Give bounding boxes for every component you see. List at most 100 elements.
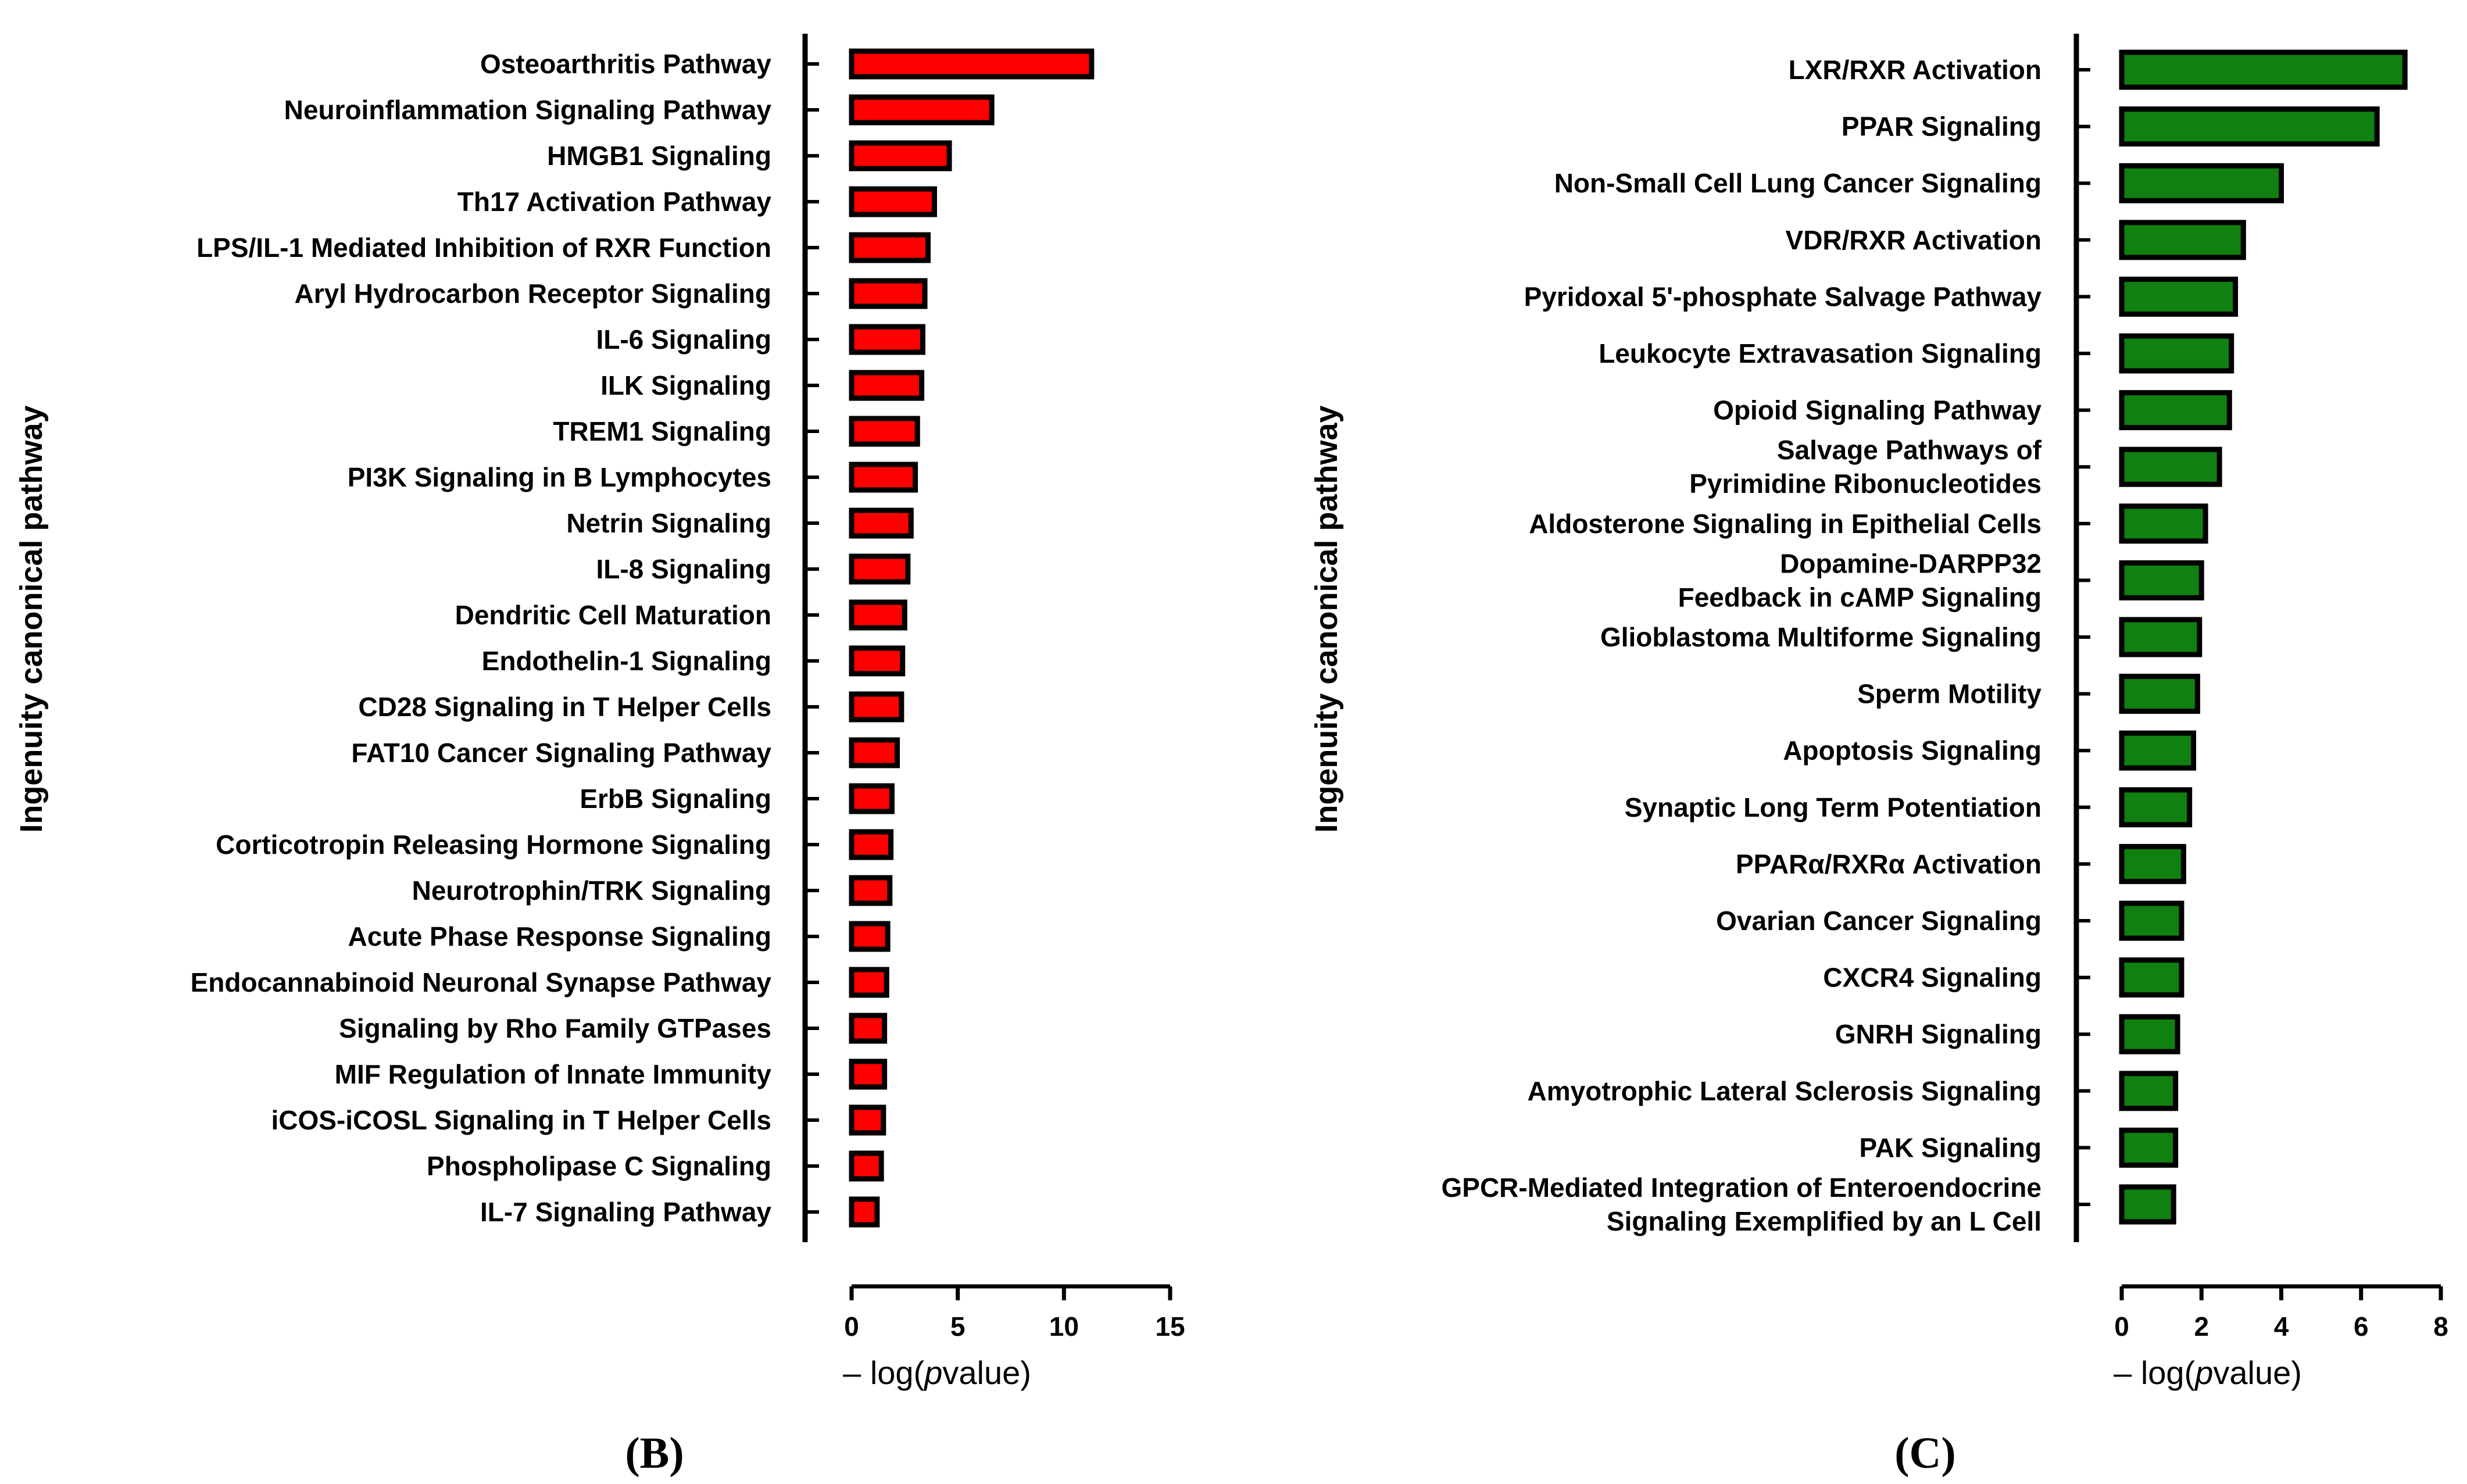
bar — [849, 186, 937, 217]
bar — [849, 462, 918, 493]
chart-panel-1: LXR/RXR Activation PPAR Signaling Non-Smal… — [1309, 34, 2448, 1478]
category-label: Non-Small Cell Lung Cancer Signaling — [1554, 168, 2041, 198]
value-tick-label: 0 — [844, 1311, 859, 1342]
category-label: FAT10 Cancer Signaling Pathway — [351, 738, 771, 768]
category-label: Synaptic Long Term Potentiation — [1625, 792, 2041, 823]
bar — [2119, 106, 2380, 147]
bar — [849, 370, 925, 401]
bar — [2119, 163, 2284, 203]
bar — [849, 94, 995, 126]
bar — [849, 1104, 886, 1136]
category-label: iCOS-iCOSL Signaling in T Helper Cells — [271, 1105, 771, 1135]
category-label: IL-6 Signaling — [596, 324, 771, 355]
bar — [849, 1196, 880, 1228]
value-tick-label: 8 — [2433, 1311, 2448, 1342]
y-axis-title: Ingenuity canonical pathway — [14, 405, 49, 832]
category-label: Neurotrophin/TRK Signaling — [412, 875, 771, 906]
category-label: VDR/RXR Activation — [1786, 225, 2041, 255]
bar — [2119, 1071, 2179, 1111]
bar — [2119, 843, 2186, 884]
bar — [2119, 49, 2408, 90]
bar — [2119, 674, 2200, 714]
category-label: Phospholipase C Signaling — [427, 1151, 771, 1181]
value-tick-label: 10 — [1049, 1311, 1079, 1342]
bar — [849, 416, 920, 447]
category-label: PAK Signaling — [1860, 1132, 2042, 1163]
category-label: Dopamine-DARPP32 Feedback in cAMP Signali… — [1678, 548, 2041, 612]
x-axis-title: – log(pvalue) — [2114, 1354, 2302, 1391]
bar — [849, 507, 914, 539]
value-tick-label: 6 — [2354, 1311, 2369, 1342]
category-label: GPCR-Mediated Integration of Enteroendoc… — [1441, 1172, 2041, 1236]
category-label: Netrin Signaling — [566, 508, 771, 538]
bar — [849, 645, 906, 677]
category-label: Amyotrophic Lateral Sclerosis Signaling — [1528, 1076, 2041, 1106]
category-label: PI3K Signaling in B Lymphocytes — [348, 462, 771, 492]
category-label: Endocannabinoid Neuronal Synapse Pathway — [191, 967, 772, 997]
chart-panel-0: Osteoarthritis Pathway Neuroinflammation … — [14, 34, 1185, 1478]
bar — [849, 921, 891, 952]
bar — [849, 875, 893, 906]
value-tick-label: 4 — [2274, 1311, 2289, 1342]
category-label: Neuroinflammation Signaling Pathway — [284, 95, 772, 125]
bar — [849, 48, 1095, 80]
bar — [849, 967, 889, 998]
bar — [2119, 1184, 2176, 1225]
bar — [849, 324, 925, 355]
bar — [849, 1150, 884, 1182]
bar — [849, 553, 911, 585]
y-axis-title: Ingenuity canonical pathway — [1309, 405, 1344, 832]
category-label: Opioid Signaling Pathway — [1713, 395, 2041, 425]
bar — [2119, 446, 2222, 487]
bar — [849, 140, 952, 171]
bar — [849, 1013, 888, 1044]
bar — [2119, 1014, 2180, 1054]
category-label: Glioblastoma Multiforme Signaling — [1600, 622, 2041, 652]
category-label: Salvage Pathways of Pyrimidine Ribonucleo… — [1689, 435, 2041, 499]
value-tick-label: 5 — [950, 1311, 966, 1342]
bar — [2119, 333, 2234, 374]
category-label: Ovarian Cancer Signaling — [1716, 906, 2041, 936]
category-label: Aryl Hydrocarbon Receptor Signaling — [295, 278, 771, 309]
value-tick-label: 15 — [1155, 1311, 1185, 1342]
bar — [2119, 787, 2193, 828]
category-label: Pyridoxal 5'-phosphate Salvage Pathway — [1524, 281, 2042, 312]
panel-label: (C) — [1894, 1429, 1956, 1478]
bar — [849, 829, 894, 860]
bar — [2119, 1127, 2179, 1168]
bar — [2119, 730, 2197, 771]
category-label: Dendritic Cell Maturation — [455, 600, 771, 630]
category-label: TREM1 Signaling — [553, 416, 771, 446]
category-label: MIF Regulation of Innate Immunity — [335, 1059, 772, 1089]
category-label: IL-8 Signaling — [596, 554, 771, 584]
x-axis-title: – log(pvalue) — [843, 1354, 1031, 1391]
category-label: HMGB1 Signaling — [547, 141, 771, 171]
category-label: Aldosterone Signaling in Epithelial Cell… — [1529, 509, 2041, 539]
bar — [2119, 276, 2239, 317]
bar — [849, 1059, 888, 1090]
bar — [2119, 390, 2232, 431]
bar — [2119, 560, 2204, 600]
category-label: Corticotropin Releasing Hormone Signalin… — [216, 829, 771, 860]
category-label: ErbB Signaling — [580, 784, 771, 814]
value-tick-label: 2 — [2194, 1311, 2209, 1342]
category-label: CD28 Signaling in T Helper Cells — [358, 692, 771, 722]
category-label: Th17 Activation Pathway — [457, 187, 772, 217]
bar — [849, 737, 900, 768]
bar — [2119, 617, 2203, 657]
category-label: Apoptosis Signaling — [1783, 735, 2041, 766]
category-label: PPARα/RXRα Activation — [1736, 849, 2041, 879]
category-label: ILK Signaling — [600, 370, 771, 400]
category-label: Sperm Motility — [1857, 679, 2041, 709]
category-label: CXCR4 Signaling — [1823, 963, 2041, 993]
category-label: LXR/RXR Activation — [1789, 55, 2041, 85]
category-label: LPS/IL-1 Mediated Inhibition of RXR Func… — [196, 233, 771, 263]
bar — [2119, 900, 2184, 941]
category-label: PPAR Signaling — [1842, 112, 2041, 142]
bar — [2119, 957, 2184, 998]
category-label: IL-7 Signaling Pathway — [480, 1197, 771, 1227]
panel-label: (B) — [625, 1429, 684, 1478]
value-tick-label: 0 — [2114, 1311, 2129, 1342]
bar — [849, 691, 904, 723]
category-label: Acute Phase Response Signaling — [348, 921, 771, 952]
